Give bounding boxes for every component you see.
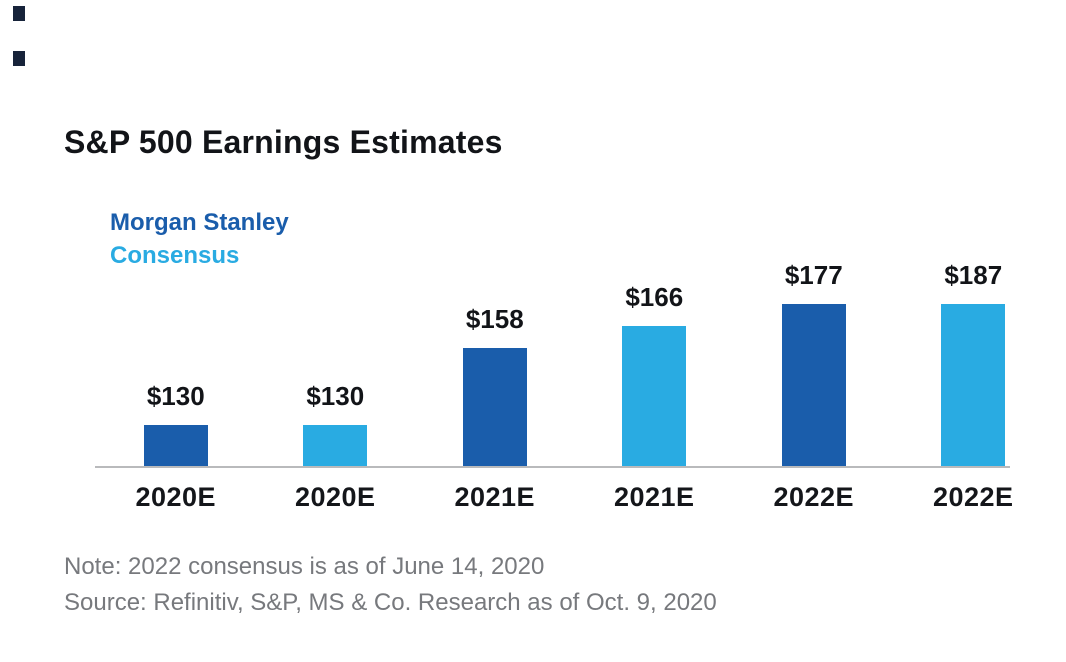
plot-area: $130 2020E $130 2020E $158 2021E $166 2021E $177… (95, 260, 1054, 512)
bar-group: $187 2022E (894, 260, 1054, 512)
source-line: Source: Refinitiv, S&P, MS & Co. Researc… (64, 589, 717, 616)
bar-morgan-stanley (781, 304, 846, 466)
chart-title: S&P 500 Earnings Estimates (64, 124, 503, 160)
legend-morgan-stanley: Morgan Stanley (110, 209, 289, 236)
corner-mark-icon (13, 6, 25, 21)
bar-consensus (941, 304, 1006, 466)
x-axis-line (95, 466, 1010, 468)
note-line: Note: 2022 consensus is as of June 14, 2… (64, 553, 545, 580)
bar-value-label: $187 (944, 260, 1003, 290)
bar-group: $158 2021E (415, 260, 575, 512)
chart-legend: Morgan Stanley Consensus (110, 206, 289, 272)
legend-consensus: Consensus (110, 242, 240, 269)
bars-container: $130 2020E $130 2020E $158 2021E $166 2021E $177… (96, 260, 1054, 512)
x-axis-label: 2021E (613, 482, 695, 512)
footnotes: Note: 2022 consensus is as of June 14, 2… (64, 549, 717, 621)
x-axis-label: 2020E (294, 482, 376, 512)
bar-value-label: $166 (625, 282, 684, 312)
x-axis-label: 2022E (932, 482, 1014, 512)
bar-value-label: $158 (465, 304, 524, 334)
bar-value-label: $130 (306, 381, 365, 411)
bar-morgan-stanley (143, 425, 208, 466)
bar-group: $130 2020E (96, 260, 256, 512)
bar-consensus (622, 326, 687, 466)
corner-mark-icon (13, 51, 25, 66)
x-axis-label: 2021E (454, 482, 536, 512)
bar-morgan-stanley (462, 348, 527, 466)
x-axis-label: 2020E (135, 482, 217, 512)
bar-value-label: $177 (784, 260, 843, 290)
bar-consensus (303, 425, 368, 466)
bar-value-label: $130 (146, 381, 205, 411)
x-axis-label: 2022E (773, 482, 855, 512)
bar-group: $130 2020E (256, 260, 416, 512)
bar-group: $177 2022E (734, 260, 894, 512)
bar-group: $166 2021E (575, 260, 735, 512)
